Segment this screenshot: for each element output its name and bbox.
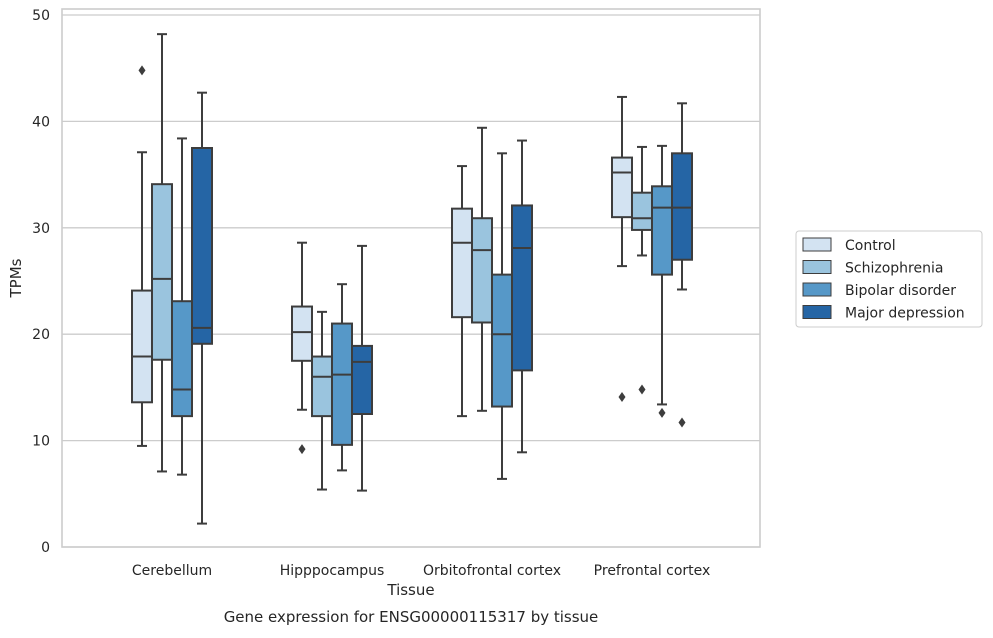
box-group — [651, 144, 673, 418]
outlier-point — [658, 407, 666, 418]
y-tick-label: 40 — [32, 114, 50, 130]
box-group — [351, 244, 373, 492]
x-tick-labels: Cerebellum Hipppocampus Orbitofrontal cort… — [132, 563, 710, 579]
box-group — [511, 139, 533, 454]
outlier-point — [138, 65, 146, 76]
y-axis-label: TPMs — [7, 258, 25, 298]
box-group — [491, 152, 513, 480]
legend-label: Control — [845, 238, 896, 254]
box-iqr — [471, 217, 493, 324]
legend-swatch — [802, 305, 832, 319]
box-iqr — [511, 204, 533, 372]
box-group — [191, 91, 213, 525]
y-tick-labels: 0 10 20 30 40 50 — [32, 8, 50, 556]
outlier-point — [678, 417, 686, 428]
plot-frame — [61, 8, 761, 548]
box-group — [451, 165, 473, 418]
y-tick-label: 10 — [32, 434, 50, 450]
box-group — [311, 310, 333, 491]
chart-caption: Gene expression for ENSG00000115317 by t… — [224, 608, 599, 626]
box-iqr — [151, 183, 173, 361]
box-iqr — [291, 305, 313, 362]
outlier-point — [638, 384, 646, 395]
legend-swatch — [802, 260, 832, 274]
x-axis-label: Tissue — [386, 581, 434, 599]
box-iqr — [311, 355, 333, 418]
box-iqr — [131, 289, 153, 404]
x-tick-label: Prefrontal cortex — [594, 563, 711, 579]
x-tick-label: Cerebellum — [132, 563, 212, 579]
box-group — [331, 283, 353, 472]
boxes-layer — [131, 33, 693, 525]
box-group — [131, 65, 153, 447]
box-group — [171, 137, 193, 476]
legend: Control Schizophrenia Bipolar disorder Majo… — [795, 230, 983, 328]
legend-label: Schizophrenia — [845, 261, 943, 277]
outlier-point — [618, 391, 626, 402]
legend-swatch — [802, 237, 832, 252]
box-iqr — [331, 322, 353, 446]
box-group — [471, 126, 493, 412]
y-tick-label: 20 — [32, 327, 50, 343]
box-group — [291, 241, 313, 455]
box-iqr — [671, 152, 693, 261]
legend-label: Bipolar disorder — [845, 283, 956, 299]
x-tick-label: Hipppocampus — [280, 563, 385, 579]
box-iqr — [351, 344, 373, 415]
box-iqr — [651, 185, 673, 276]
box-group — [611, 95, 633, 402]
box-iqr — [171, 300, 193, 418]
legend-swatch — [802, 282, 832, 297]
y-tick-label: 50 — [32, 8, 50, 24]
x-tick-label: Orbitofrontal cortex — [423, 563, 561, 579]
box-group — [631, 145, 653, 395]
legend-frame — [795, 230, 983, 328]
outlier-point — [298, 444, 306, 455]
box-iqr — [611, 156, 633, 219]
box-group — [671, 102, 693, 428]
legend-label: Major depression — [845, 306, 965, 322]
box-iqr — [631, 191, 653, 231]
box-group — [151, 33, 173, 473]
box-iqr — [491, 273, 513, 408]
y-tick-label: 30 — [32, 221, 50, 237]
y-tick-label: 0 — [41, 540, 50, 556]
box-iqr — [191, 147, 213, 345]
box-iqr — [451, 207, 473, 319]
